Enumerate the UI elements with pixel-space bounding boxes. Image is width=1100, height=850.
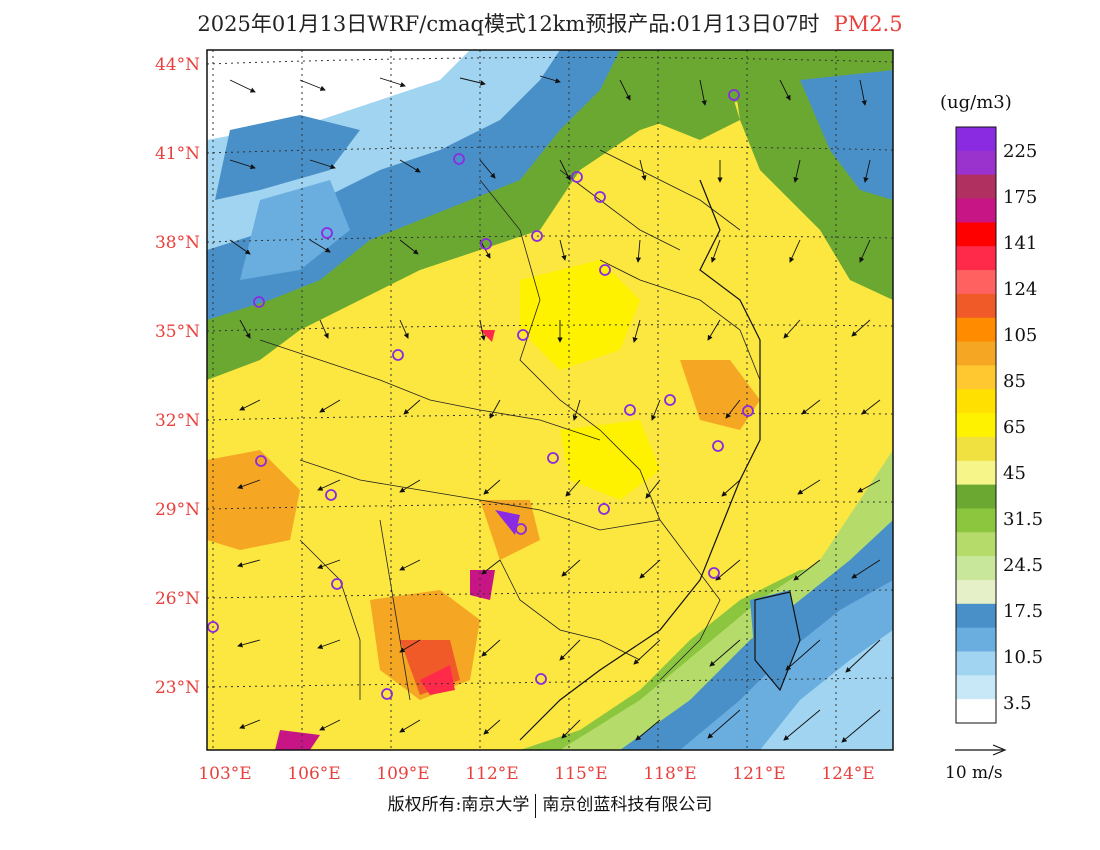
colorbar-unit: (ug/m3) <box>940 92 1012 113</box>
colorbar-swatch <box>956 365 996 390</box>
lat-label: 32°N <box>154 411 200 431</box>
lon-label: 106°E <box>287 764 341 784</box>
lon-label: 118°E <box>643 764 697 784</box>
colorbar <box>955 126 997 724</box>
colorbar-swatch <box>956 270 996 295</box>
colorbar-swatch <box>956 293 996 319</box>
lon-label: 124°E <box>821 764 875 784</box>
colorbar-swatch <box>956 198 996 223</box>
colorbar-swatch <box>956 603 996 629</box>
colorbar-tick-label: 17.5 <box>1003 601 1044 622</box>
colorbar-swatch <box>956 436 996 462</box>
lat-label: 26°N <box>154 589 200 609</box>
colorbar-tick-label: 31.5 <box>1003 509 1044 530</box>
grid-lines <box>206 50 894 750</box>
colorbar-swatch <box>956 174 996 200</box>
colorbar-tick-label: 225 <box>1003 141 1038 162</box>
colorbar-tick-label: 124 <box>1003 279 1038 300</box>
lon-label: 115°E <box>554 764 608 784</box>
colorbar-swatch <box>956 127 996 152</box>
colorbar-swatch <box>956 222 996 247</box>
colorbar-swatch <box>956 389 996 414</box>
colorbar-tick-label: 10.5 <box>1003 647 1044 668</box>
chart-title: 2025年01月13日WRF/cmaq模式12km预报产品:01月13日07时 P… <box>0 8 1100 38</box>
lon-label: 103°E <box>198 764 252 784</box>
lat-label: 38°N <box>154 233 200 253</box>
colorbar-tick-label: 45 <box>1003 463 1026 484</box>
colorbar-tick-label: 24.5 <box>1003 555 1044 576</box>
colorbar-swatch <box>956 699 996 724</box>
lat-label: 35°N <box>154 322 200 342</box>
lon-label: 121°E <box>732 764 786 784</box>
colorbar-tick-label: 105 <box>1003 325 1038 346</box>
pm25-field <box>207 50 893 750</box>
wind-vectors <box>229 75 881 743</box>
title-text: 2025年01月13日WRF/cmaq模式12km预报产品:01月13日07时 <box>197 12 820 36</box>
footer-left: 版权所有:南京大学 <box>387 795 530 815</box>
colorbar-swatch <box>956 627 996 652</box>
copyright-footer: 版权所有:南京大学 南京创蓝科技有限公司 <box>0 790 1100 818</box>
colorbar-swatch <box>956 651 996 676</box>
colorbar-tick-label: 175 <box>1003 187 1038 208</box>
lon-label: 112°E <box>465 764 519 784</box>
city-markers <box>207 89 754 700</box>
footer-divider <box>535 793 537 818</box>
lat-label: 44°N <box>154 55 200 75</box>
wind-legend-arrow <box>955 744 1007 756</box>
lat-label: 23°N <box>154 678 200 698</box>
colorbar-tick-label: 3.5 <box>1003 693 1032 714</box>
colorbar-swatch <box>956 532 996 557</box>
colorbar-swatch <box>956 675 996 700</box>
map-frame <box>206 49 894 751</box>
colorbar-tick-label: 85 <box>1003 371 1026 392</box>
lat-label: 29°N <box>154 500 200 520</box>
wind-legend-label: 10 m/s <box>945 763 1003 783</box>
colorbar-swatch <box>956 150 996 176</box>
colorbar-swatch <box>956 484 996 509</box>
colorbar-swatch <box>956 341 996 366</box>
title-variable: PM2.5 <box>833 12 903 36</box>
colorbar-swatch <box>956 556 996 581</box>
colorbar-tick-label: 65 <box>1003 417 1026 438</box>
lon-label: 109°E <box>376 764 430 784</box>
colorbar-swatch <box>956 508 996 533</box>
colorbar-swatch <box>956 579 996 605</box>
colorbar-swatch <box>956 317 996 343</box>
colorbar-swatch <box>956 460 996 486</box>
colorbar-swatch <box>956 246 996 271</box>
colorbar-tick-label: 141 <box>1003 233 1038 254</box>
province-borders <box>259 149 761 701</box>
lat-label: 41°N <box>154 144 200 164</box>
footer-right: 南京创蓝科技有限公司 <box>542 795 713 815</box>
colorbar-swatch <box>956 413 996 438</box>
